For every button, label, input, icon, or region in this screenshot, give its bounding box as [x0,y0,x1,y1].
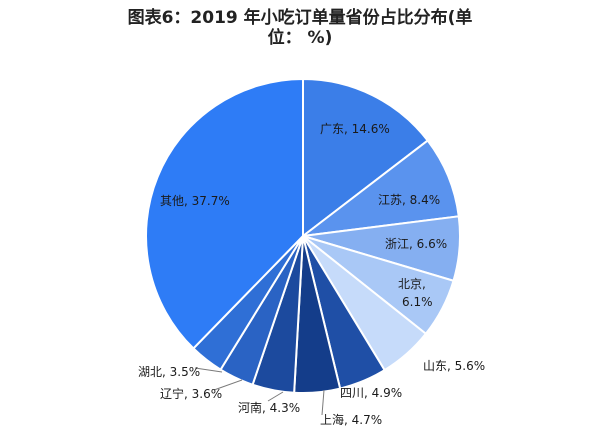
chart-title-line-1: 图表6：2019 年小吃订单量省份占比分布(单 [127,8,473,28]
label-zhejiang: 浙江, 6.6% [385,237,447,251]
label-beijing-value: 6.1% [402,295,433,309]
pie-slice-10 [145,77,304,350]
leader-line-0 [321,389,325,416]
label-guangdong: 广东, 14.6% [320,122,390,136]
label-sichuan: 四川, 4.9% [340,386,402,400]
label-hubei: 湖北, 3.5% [138,364,200,379]
pie-slices [145,77,461,395]
label-liaoning: 辽宁, 3.6% [160,386,222,401]
slice-labels: 广东, 14.6% 江苏, 8.4% 浙江, 6.6% 北京, 6.1% 山东,… [138,122,485,427]
pie-slice-0 [302,77,430,239]
label-shanghai: 上海, 4.7% [320,412,382,427]
label-henan: 河南, 4.3% [238,400,300,415]
label-jiangsu: 江苏, 8.4% [378,193,440,207]
chart-title-line-2: 位： %) [267,28,333,48]
label-beijing-name: 北京, [398,277,426,291]
leader-line-1 [267,391,284,402]
leader-line-2 [213,379,243,391]
leader-lines [194,367,325,416]
label-other: 其他, 37.7% [160,194,230,208]
chart-title: 图表6：2019 年小吃订单量省份占比分布(单 位： %) [0,8,600,48]
label-shandong: 山东, 5.6% [423,359,485,373]
leader-line-3 [194,367,223,373]
